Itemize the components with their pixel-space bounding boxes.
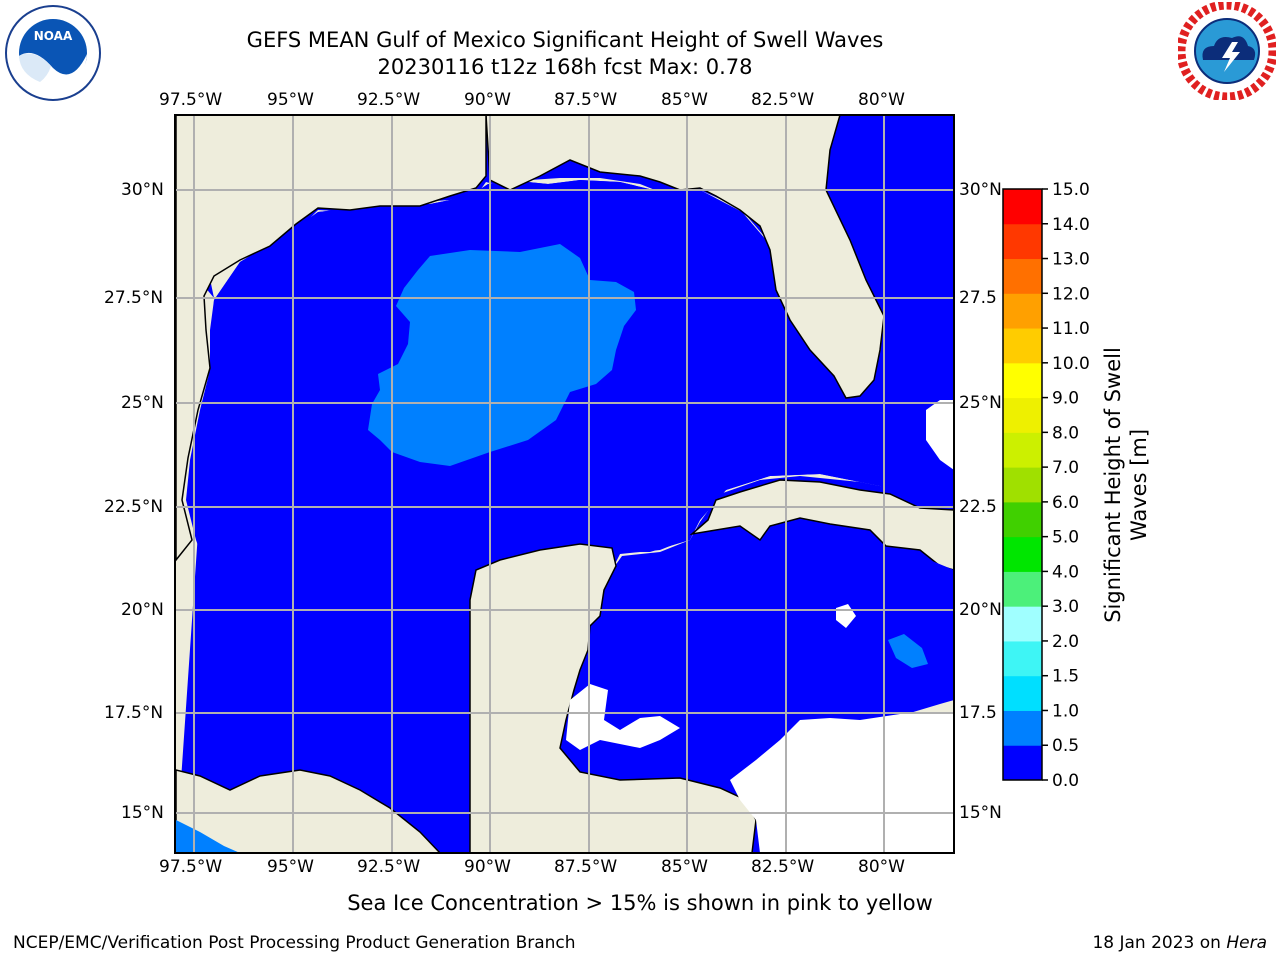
colorbar-tick-label: 11.0 — [1052, 319, 1090, 339]
noaa-logo: NOAA — [5, 5, 101, 101]
swell-zone-sw — [176, 820, 240, 853]
lat-label-left: 20°N — [121, 600, 164, 620]
florida-land — [485, 115, 885, 399]
colorbar-tick-label: 5.0 — [1052, 528, 1079, 548]
colorbar-swatch — [1003, 362, 1042, 399]
lon-label-bottom: 90°W — [464, 857, 511, 877]
gulf-west-south — [186, 115, 954, 684]
us-gulf-coast-land — [176, 115, 487, 562]
lon-label-top: 95°W — [267, 90, 314, 110]
colorbar-swatch — [1003, 397, 1042, 433]
lon-label-top: 82.5°W — [751, 90, 815, 110]
colorbar-tick-label: 15.0 — [1052, 180, 1090, 200]
lat-label-left: 27.5°N — [104, 288, 164, 308]
colorbar-swatch — [1003, 640, 1042, 677]
lat-label-right: 30°N — [959, 180, 1002, 200]
colorbar — [1003, 189, 1042, 781]
colorbar-ticks: 0.0 0.5 1.0 1.5 2.0 3.0 4.0 5.0 6.0 7.0 8.0 9.0 10.0… — [1042, 180, 1090, 791]
map-frame — [174, 114, 955, 854]
nodata-patch-1 — [566, 684, 680, 750]
lat-label-right: 17.5 — [959, 703, 997, 723]
lat-label-right: 25°N — [959, 393, 1002, 413]
lat-label-left: 30°N — [121, 180, 164, 200]
colorbar-swatch — [1003, 328, 1042, 364]
lat-label-right: 27.5 — [959, 288, 997, 308]
colorbar-swatch — [1003, 571, 1042, 607]
caribbean-ocean — [566, 530, 954, 772]
footer-credit: NCEP/EMC/Verification Post Processing Pr… — [13, 933, 576, 953]
lon-label-bottom: 92.5°W — [357, 857, 421, 877]
colorbar-tick-label: 14.0 — [1052, 215, 1090, 235]
colorbar-tick-label: 9.0 — [1052, 389, 1079, 409]
colorbar-tick-label: 8.0 — [1052, 423, 1079, 443]
gridlines — [176, 115, 954, 853]
yucatan-peninsula — [469, 543, 757, 853]
swell-zone-central — [368, 244, 636, 466]
colorbar-swatch — [1003, 501, 1042, 538]
nodata-patch-3 — [926, 400, 954, 470]
colorbar-swatch — [1003, 189, 1042, 225]
lon-label-top: 97.5°W — [159, 90, 223, 110]
colorbar-tick-label: 4.0 — [1052, 562, 1079, 582]
colorbar-tick-label: 1.5 — [1052, 667, 1079, 687]
lat-label-left: 22.5°N — [104, 497, 164, 517]
chart-subtitle: 20230116 t12z 168h fcst Max: 0.78 — [377, 55, 753, 79]
lat-label-right: 15°N — [959, 803, 1002, 823]
lon-label-bottom: 95°W — [267, 857, 314, 877]
colorbar-label: Significant Height of SwellWaves [m] — [1101, 347, 1151, 623]
colorbar-tick-label: 2.0 — [1052, 632, 1079, 652]
lon-label-top: 87.5°W — [554, 90, 618, 110]
colorbar-swatch — [1003, 223, 1042, 260]
chart-title: GEFS MEAN Gulf of Mexico Significant Hei… — [246, 28, 884, 52]
colorbar-tick-label: 6.0 — [1052, 493, 1079, 513]
colorbar-tick-label: 13.0 — [1052, 250, 1090, 270]
lon-label-top: 92.5°W — [357, 90, 421, 110]
sea-ice-note: Sea Ice Concentration > 15% is shown in … — [347, 891, 933, 915]
colorbar-frame — [1002, 188, 1043, 781]
colorbar-swatch — [1003, 432, 1042, 468]
lat-label-left: 25°N — [121, 393, 164, 413]
colorbar-tick-label: 3.0 — [1052, 597, 1079, 617]
nws-logo — [1178, 2, 1276, 100]
colorbar-tick-label: 10.0 — [1052, 354, 1090, 374]
lon-label-bottom: 85°W — [661, 857, 708, 877]
lon-label-top: 80°W — [858, 90, 905, 110]
colorbar-tick-label: 1.0 — [1052, 701, 1079, 721]
colorbar-swatch — [1003, 258, 1042, 294]
footer-date: 18 Jan 2023 on Hera — [1092, 933, 1267, 953]
footer-host: Hera — [1226, 933, 1267, 953]
colorbar-swatch — [1003, 606, 1042, 642]
colorbar-swatch — [1003, 710, 1042, 746]
colorbar-tick-label: 0.5 — [1052, 736, 1079, 756]
footer-date-text: 18 Jan 2023 on — [1092, 933, 1227, 953]
lat-label-left: 15°N — [121, 803, 164, 823]
noaa-logo-text: NOAA — [34, 29, 73, 43]
lon-label-bottom: 82.5°W — [751, 857, 815, 877]
lat-label-right: 20°N — [959, 600, 1002, 620]
colorbar-swatch — [1003, 536, 1042, 572]
colorbar-swatch — [1003, 745, 1042, 781]
lon-label-bottom: 97.5°W — [159, 857, 223, 877]
lon-label-bottom: 80°W — [858, 857, 905, 877]
lat-label-right: 22.5 — [959, 497, 997, 517]
colorbar-swatch — [1003, 293, 1042, 329]
lon-label-top: 90°W — [464, 90, 511, 110]
lon-label-bottom: 87.5°W — [554, 857, 618, 877]
yucatan-land — [176, 769, 442, 853]
colorbar-tick-label: 0.0 — [1052, 771, 1079, 791]
colorbar-tick-label: 12.0 — [1052, 284, 1090, 304]
colorbar-swatch — [1003, 467, 1042, 503]
swell-zone-east — [888, 634, 928, 668]
colorbar-swatch — [1003, 675, 1042, 711]
lat-label-left: 17.5°N — [104, 703, 164, 723]
lon-label-top: 85°W — [661, 90, 708, 110]
colorbar-tick-label: 7.0 — [1052, 458, 1079, 478]
